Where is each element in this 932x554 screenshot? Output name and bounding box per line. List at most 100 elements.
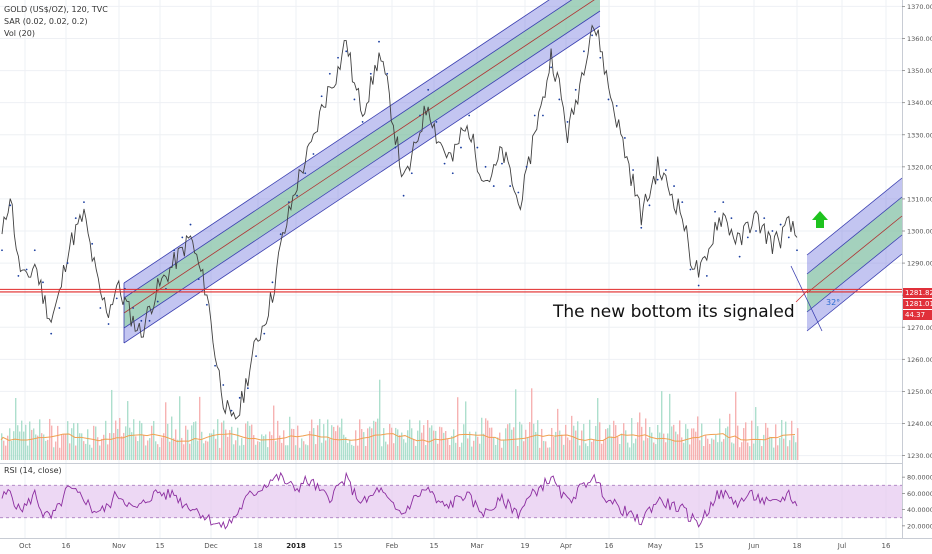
- sar-dot: [279, 233, 282, 236]
- volume-bar: [185, 425, 187, 460]
- sar-indicator-label[interactable]: SAR (0.02, 0.02, 0.2): [4, 17, 88, 26]
- volume-bar: [57, 425, 59, 460]
- volume-bar: [139, 420, 141, 460]
- volume-bar: [291, 428, 293, 460]
- volume-bar: [401, 432, 403, 460]
- price-tag-last: 1281.82: [903, 288, 932, 298]
- volume-bar: [149, 438, 151, 460]
- volume-bar: [369, 426, 371, 460]
- volume-bar: [479, 443, 481, 460]
- volume-bar: [367, 428, 369, 460]
- rsi-axis[interactable]: 80.0000 60.0000 40.0000 20.0000: [902, 474, 932, 531]
- volume-bar: [155, 441, 157, 460]
- volume-bar: [597, 398, 599, 460]
- volume-bar: [495, 444, 497, 460]
- volume-bar: [775, 424, 777, 460]
- volume-bar: [71, 428, 73, 460]
- volume-bar: [287, 445, 289, 460]
- channel-edge-line: [123, 25, 601, 344]
- price-tick-label: 1260.00: [907, 356, 932, 364]
- volume-bar: [321, 442, 323, 460]
- volume-bar: [67, 421, 69, 460]
- volume-bar: [329, 438, 331, 460]
- volume-bar: [231, 426, 233, 460]
- volume-bar: [703, 446, 705, 460]
- time-tick-label: 15: [695, 542, 704, 550]
- sar-dot: [345, 50, 348, 53]
- volume-bar: [423, 425, 425, 460]
- volume-bar: [789, 440, 791, 460]
- volume-bar: [553, 436, 555, 460]
- volume-bar: [365, 446, 367, 460]
- volume-bar: [633, 443, 635, 460]
- volume-bar: [627, 442, 629, 460]
- volume-bar: [299, 447, 301, 460]
- sar-dot: [501, 162, 503, 165]
- volume-bar: [691, 428, 693, 460]
- volume-bar: [157, 444, 159, 460]
- volume-bar: [49, 418, 51, 460]
- sar-dot: [779, 223, 782, 226]
- volume-bar: [685, 424, 687, 460]
- volume-bar: [411, 428, 413, 460]
- volume-bar: [179, 396, 181, 460]
- volume-bar: [753, 443, 755, 460]
- price-tick-label: 1250.00: [907, 388, 932, 396]
- rsi-indicator-label[interactable]: RSI (14, close): [4, 466, 62, 475]
- price-axis[interactable]: 1370.00 1360.00 1350.00 1340.00 1330.00 1320.…: [902, 3, 932, 460]
- volume-bar: [431, 425, 433, 460]
- volume-bar: [311, 419, 313, 460]
- volume-bar: [351, 444, 353, 460]
- volume-bar: [501, 447, 503, 460]
- sar-dot: [222, 384, 225, 386]
- volume-bar: [395, 427, 397, 460]
- volume-bar: [621, 433, 623, 460]
- annotation-text[interactable]: The new bottom its signaled: [553, 302, 795, 322]
- time-tick-label: 2018: [286, 542, 306, 550]
- volume-bar: [337, 425, 339, 460]
- sar-dot: [607, 98, 610, 101]
- volume-bar: [289, 416, 291, 460]
- channel2-mid-line: [806, 215, 903, 294]
- sar-dot: [58, 307, 61, 309]
- volume-bar: [189, 443, 191, 460]
- volume-bar: [79, 433, 81, 460]
- volume-bar: [565, 424, 567, 460]
- volume-bar: [443, 432, 445, 460]
- volume-bar: [765, 422, 767, 460]
- volume-bar: [647, 438, 649, 460]
- volume-bar: [233, 444, 235, 460]
- volume-bar: [191, 425, 193, 460]
- volume-bar: [125, 426, 127, 460]
- volume-bar: [461, 442, 463, 460]
- volume-bar: [497, 437, 499, 460]
- volume-bar: [315, 444, 317, 460]
- volume-bar: [17, 425, 19, 460]
- volume-bar: [643, 440, 645, 460]
- volume-bar: [99, 445, 101, 460]
- sar-dot: [246, 387, 249, 390]
- volume-bar: [673, 424, 675, 460]
- sar-dot: [492, 185, 495, 187]
- symbol-title[interactable]: GOLD (US$/OZ), 120, TVC: [4, 5, 108, 14]
- sar-dot: [181, 236, 184, 239]
- rsi-tick-label: 40.0000: [907, 506, 932, 514]
- time-axis[interactable]: Oct 16 Nov 15 Dec 18 2018 15 Feb 15 Mar 19 Apr 16 May 1…: [19, 542, 891, 550]
- volume-bar: [503, 440, 505, 460]
- volume-bar: [723, 439, 725, 460]
- volume-bar: [269, 431, 271, 460]
- volume-bar: [623, 423, 625, 460]
- volume-bar: [467, 438, 469, 460]
- sar-dot: [574, 88, 577, 91]
- sar-dot: [197, 278, 200, 281]
- volume-indicator-label[interactable]: Vol (20): [4, 29, 35, 38]
- volume-bar: [241, 438, 243, 460]
- sar-dot: [25, 268, 28, 271]
- volume-bar: [391, 427, 393, 460]
- volume-bar: [599, 422, 601, 460]
- volume-bar: [549, 447, 551, 460]
- volume-bar: [413, 439, 415, 460]
- volume-bar: [563, 444, 565, 460]
- volume-bar: [781, 419, 783, 460]
- sar-dot: [9, 204, 12, 207]
